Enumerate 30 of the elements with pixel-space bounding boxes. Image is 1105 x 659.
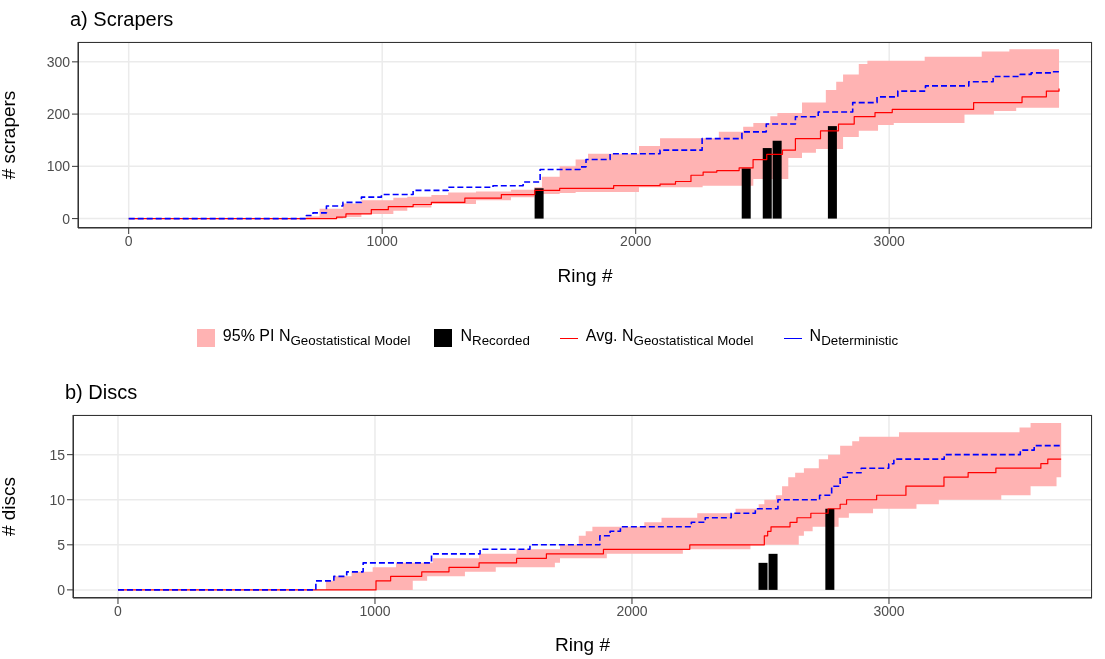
chart-title: b) Discs (65, 381, 138, 404)
y-tick-label: 5 (57, 536, 66, 553)
y-tick-label: 300 (46, 53, 71, 70)
x-tick-label: 2000 (620, 232, 652, 249)
y-tick-label: 200 (46, 106, 71, 123)
y-tick-label: 100 (46, 158, 71, 175)
x-tick-label: 0 (124, 232, 133, 249)
x-tick-label: 0 (114, 602, 123, 619)
legend-label: N$_{Recorded}$ (460, 327, 530, 349)
x-axis-title: Ring # (557, 265, 613, 286)
x-tick-label: 3000 (873, 232, 905, 249)
bar (534, 188, 544, 219)
y-axis-title: # discs (0, 476, 19, 537)
x-tick-label: 2000 (616, 602, 648, 619)
chart-title: a) Scrapers (70, 8, 174, 31)
y-axis-title: # scrapers (0, 90, 19, 180)
y-tick-label: 15 (49, 446, 66, 463)
y-tick-label: 0 (62, 210, 71, 227)
legend-label: Avg. N$_{Geostatistical Model}$ (585, 327, 754, 349)
y-tick-label: 0 (57, 581, 66, 598)
x-tick-label: 1000 (359, 602, 391, 619)
bar (827, 126, 837, 219)
legend-label: 95% PI N$_{Geostatistical Model}$ (222, 327, 411, 349)
x-tick-label: 3000 (873, 602, 905, 619)
bar (825, 508, 835, 590)
legend-label: N$_{Deterministic}$ (809, 327, 899, 349)
bar (741, 168, 751, 219)
y-tick-label: 10 (49, 491, 66, 508)
x-axis-title: Ring # (555, 634, 611, 655)
x-tick-label: 1000 (366, 232, 398, 249)
